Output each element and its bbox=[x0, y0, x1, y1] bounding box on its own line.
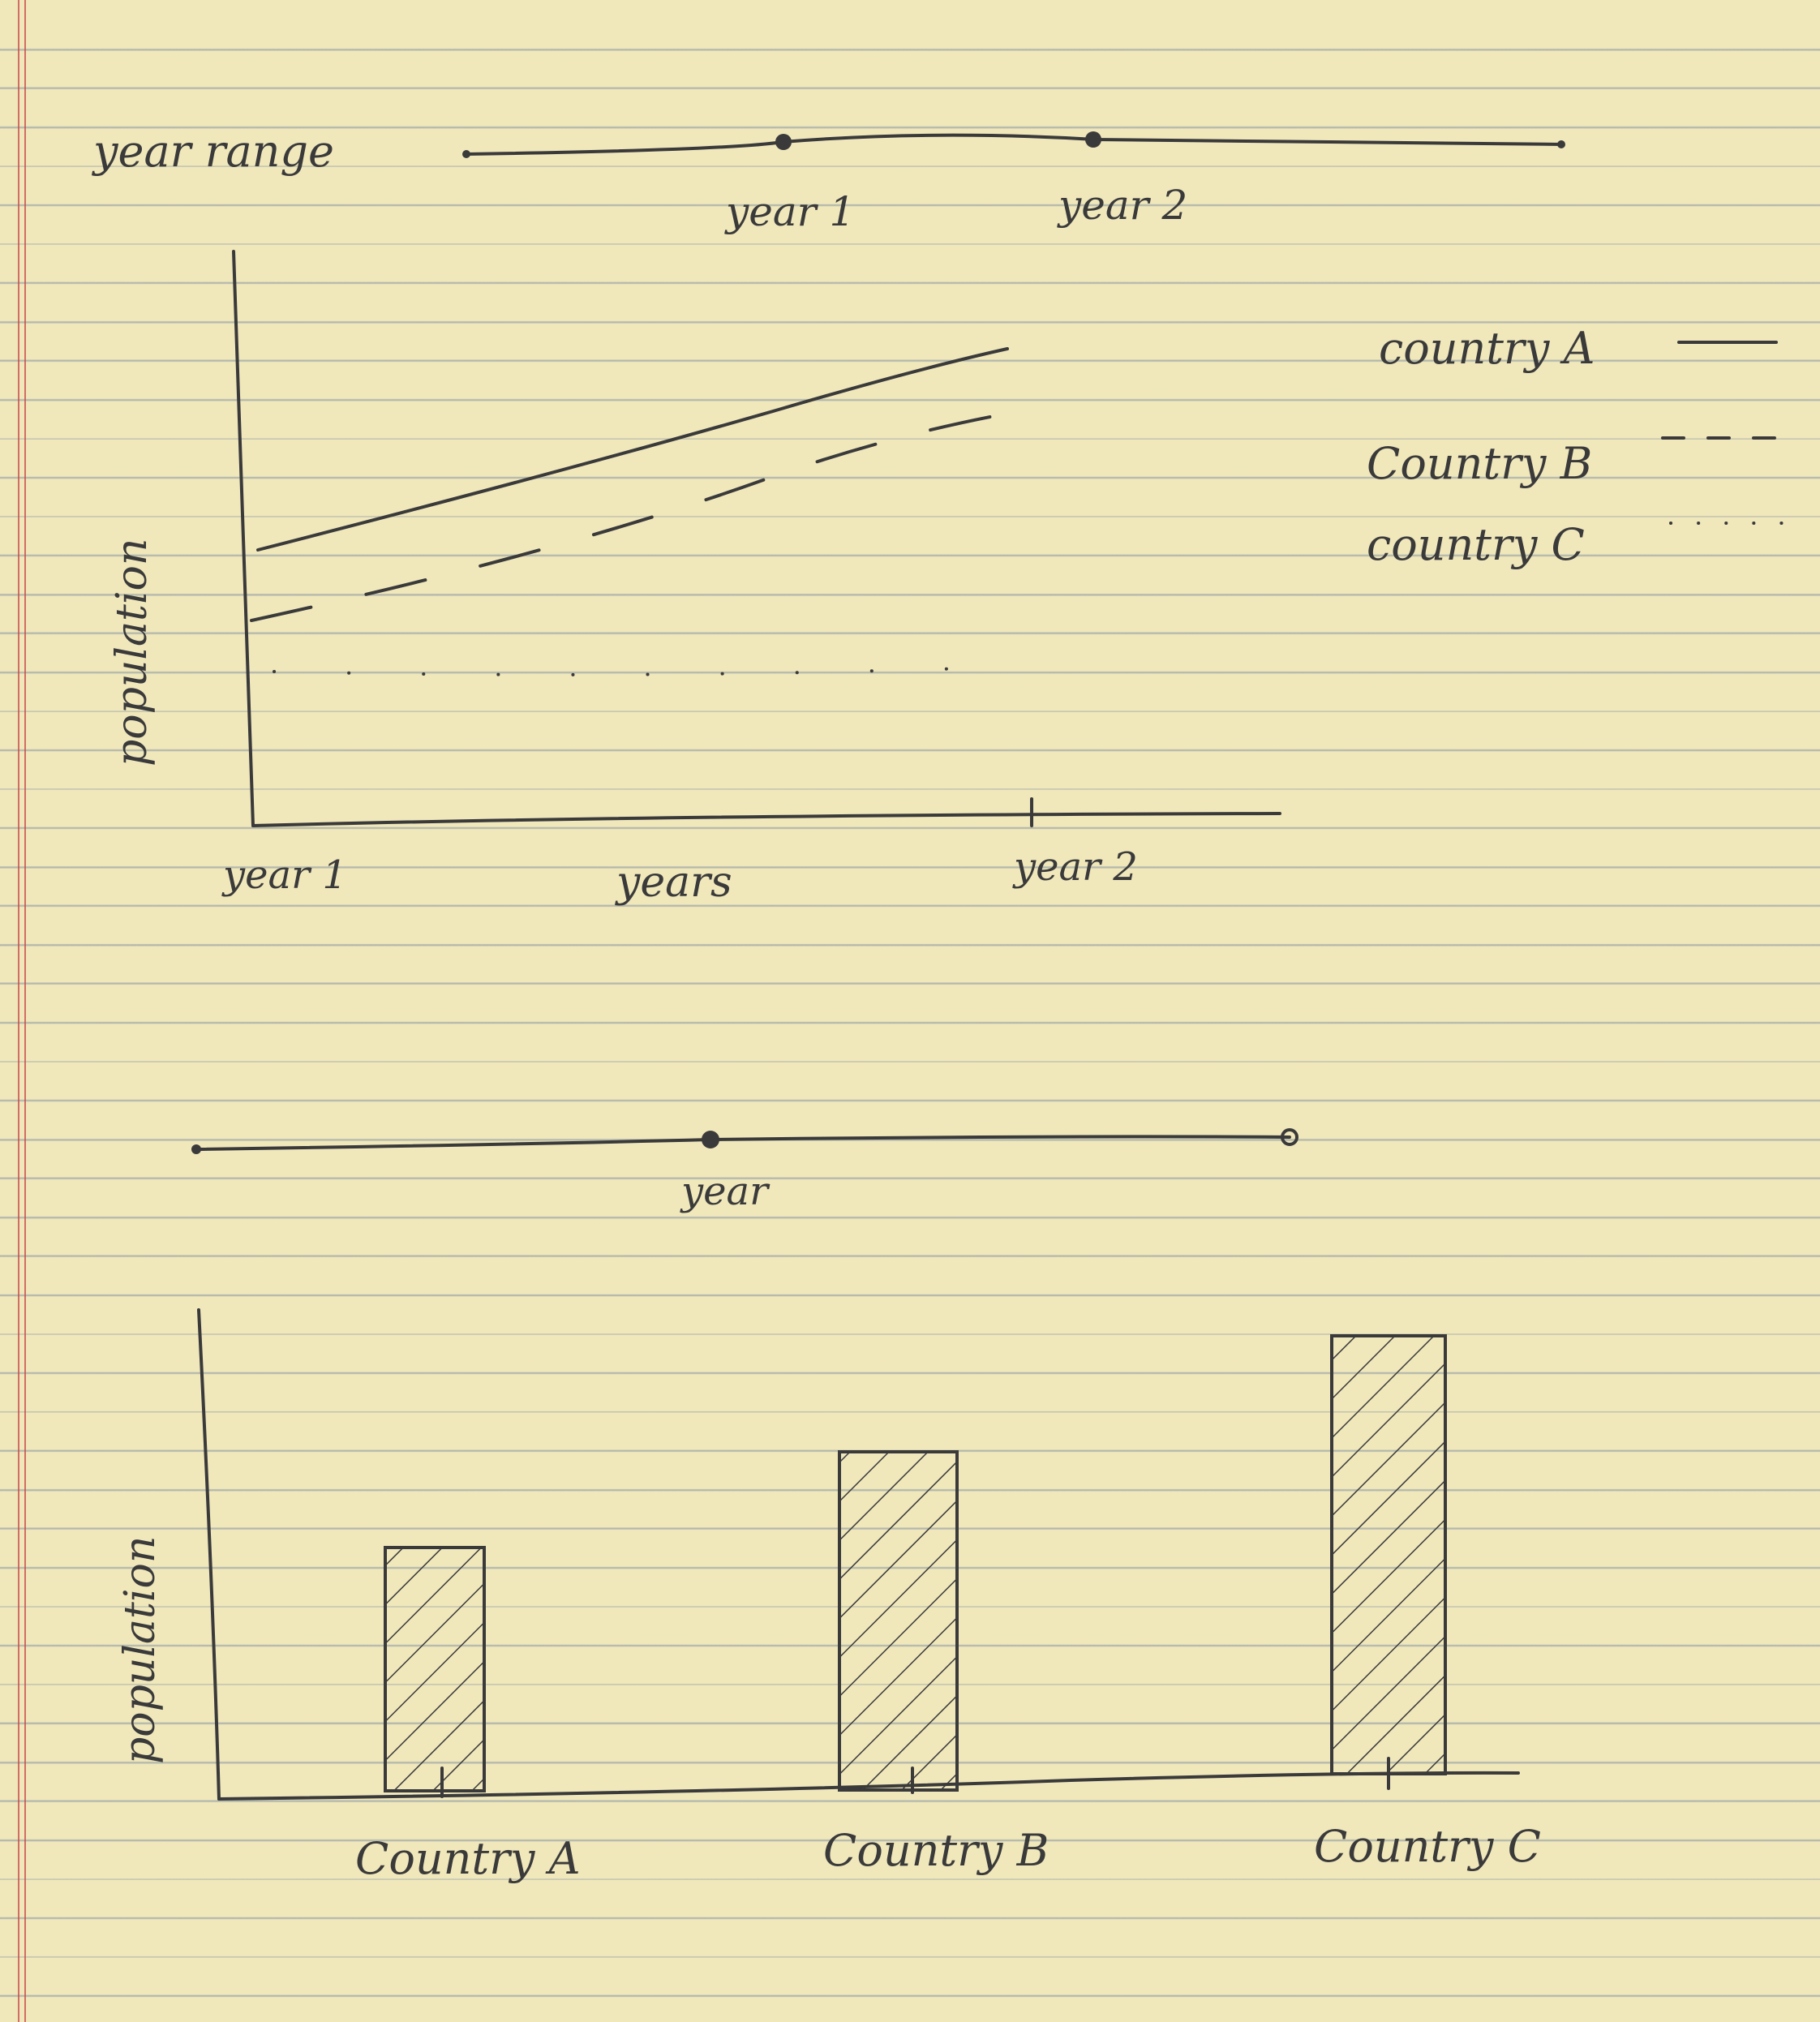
bar-category-label-country-a: Country A bbox=[355, 1833, 581, 1884]
line-series-country-b bbox=[250, 408, 1032, 622]
legend-label-country-a: country A bbox=[1379, 323, 1595, 374]
year-range-handle-1-label: year 1 bbox=[724, 188, 855, 235]
year-range-track-start bbox=[462, 150, 470, 158]
bar-country-a bbox=[384, 1546, 486, 1792]
line-series-country-c bbox=[273, 665, 1015, 676]
line-chart-legend: country A Country B country C bbox=[1367, 323, 1794, 570]
year-slider-label: year bbox=[680, 1169, 770, 1214]
legend-label-country-c: country C bbox=[1367, 519, 1585, 570]
year-range-handle-1[interactable] bbox=[775, 134, 792, 150]
line-chart-y-label: population bbox=[108, 539, 157, 766]
year-range-handle-2[interactable] bbox=[1085, 131, 1101, 148]
bar-country-b bbox=[838, 1450, 959, 1792]
year-slider-track-start bbox=[191, 1144, 201, 1154]
line-chart-x-axis bbox=[251, 812, 1281, 827]
year-slider-handle[interactable] bbox=[702, 1131, 719, 1148]
bar-country-c-rect bbox=[1330, 1334, 1447, 1775]
margin-line-right bbox=[24, 0, 26, 2022]
year-range-label: year range bbox=[92, 126, 334, 177]
line-chart: population year 1 years year 2 country A… bbox=[108, 250, 1794, 907]
bar-country-a-rect bbox=[384, 1546, 486, 1792]
year-slider[interactable]: year bbox=[191, 1128, 1298, 1214]
margin-line-left bbox=[18, 0, 19, 2022]
year-slider-track-end bbox=[1281, 1128, 1298, 1146]
bar-country-c bbox=[1330, 1334, 1447, 1775]
year-range-slider[interactable]: year range year 1 year 2 bbox=[92, 126, 1565, 235]
year-range-handle-2-label: year 2 bbox=[1057, 182, 1187, 229]
year-range-track[interactable] bbox=[465, 133, 1563, 156]
line-chart-x-start-label: year 1 bbox=[221, 852, 347, 898]
bar-category-label-country-b: Country B bbox=[823, 1825, 1049, 1876]
year-range-track-end bbox=[1557, 140, 1565, 148]
bar-category-label-country-c: Country C bbox=[1314, 1821, 1541, 1872]
line-chart-x-end-label: year 2 bbox=[1012, 844, 1138, 890]
bar-country-b-rect bbox=[838, 1450, 959, 1792]
line-series-country-a bbox=[256, 347, 1009, 552]
legend-label-country-b: Country B bbox=[1367, 438, 1592, 489]
bar-chart: population Country A Country B Country C bbox=[116, 1308, 1541, 1884]
bar-chart-y-label: population bbox=[116, 1536, 165, 1764]
bar-chart-y-axis bbox=[197, 1308, 221, 1801]
line-chart-x-label: years bbox=[615, 858, 732, 907]
line-chart-y-axis bbox=[232, 250, 255, 827]
year-slider-track[interactable] bbox=[195, 1135, 1291, 1151]
